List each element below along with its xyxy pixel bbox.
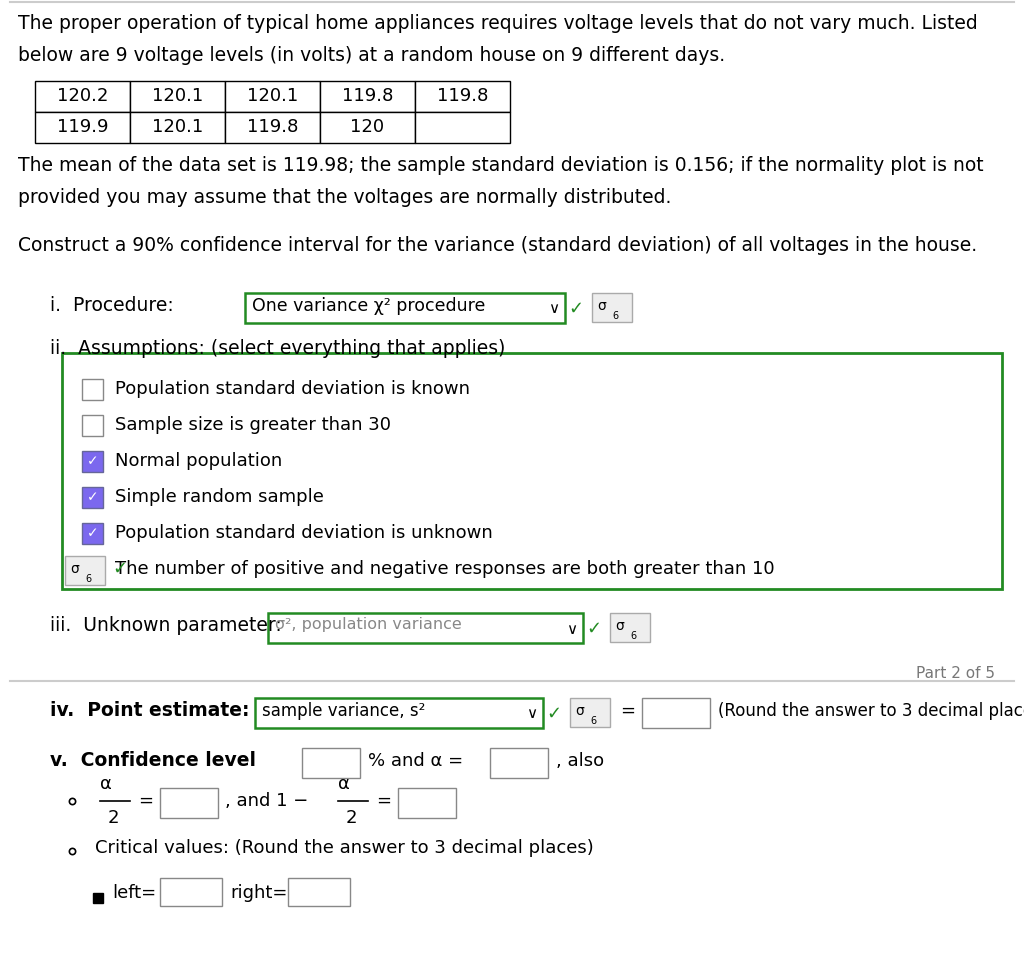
Bar	[225, 81, 319, 112]
Text: 2: 2	[108, 809, 120, 827]
Text: (Round the answer to 3 decimal places): (Round the answer to 3 decimal places)	[718, 702, 1024, 720]
Text: One variance χ² procedure: One variance χ² procedure	[252, 297, 485, 315]
Text: α: α	[338, 775, 350, 793]
Text: The mean of the data set is 119.98; the sample standard deviation is 0.156; if t: The mean of the data set is 119.98; the …	[18, 156, 984, 175]
Text: Population standard deviation is unknown: Population standard deviation is unknown	[115, 524, 493, 542]
Text: 120.1: 120.1	[247, 87, 298, 106]
Text: 6: 6	[612, 311, 618, 321]
Text: right=: right=	[230, 884, 288, 902]
Bar	[82, 415, 103, 436]
Text: The number of positive and negative responses are both greater than 10: The number of positive and negative resp…	[115, 560, 774, 578]
Bar	[415, 81, 510, 112]
Text: =: =	[376, 792, 391, 810]
Text: =: =	[138, 792, 153, 810]
Text: σ: σ	[615, 619, 624, 633]
Text: ✓: ✓	[87, 455, 98, 469]
Text: 6: 6	[630, 631, 636, 641]
Text: 120.2: 120.2	[56, 87, 109, 106]
Bar	[490, 748, 548, 778]
Text: ✓: ✓	[586, 620, 601, 638]
Bar	[93, 893, 103, 903]
Text: ✓: ✓	[87, 490, 98, 505]
Bar	[319, 81, 415, 112]
Text: sample variance, s²: sample variance, s²	[262, 702, 425, 720]
Text: The proper operation of typical home appliances requires voltage levels that do : The proper operation of typical home app…	[18, 14, 978, 33]
Text: =: =	[620, 702, 635, 720]
Text: Construct a 90% confidence interval for the variance (standard deviation) of all: Construct a 90% confidence interval for …	[18, 236, 977, 255]
Bar	[319, 112, 415, 143]
Text: provided you may assume that the voltages are normally distributed.: provided you may assume that the voltage…	[18, 188, 672, 207]
Text: ✓: ✓	[546, 705, 561, 723]
Bar	[398, 788, 456, 818]
Bar	[130, 112, 225, 143]
Bar	[130, 81, 225, 112]
Text: % and α =: % and α =	[368, 752, 463, 770]
Bar	[82, 487, 103, 508]
Text: 2: 2	[346, 809, 357, 827]
Text: iii.  Unknown parameter:: iii. Unknown parameter:	[50, 616, 282, 635]
Bar	[35, 112, 130, 143]
Text: Part 2 of 5: Part 2 of 5	[916, 666, 995, 681]
Text: left=: left=	[112, 884, 156, 902]
Bar	[288, 878, 350, 906]
Bar	[225, 112, 319, 143]
Text: ✓: ✓	[112, 560, 127, 578]
Text: σ: σ	[70, 562, 79, 576]
Text: , and 1 −: , and 1 −	[225, 792, 308, 810]
Bar	[642, 698, 710, 728]
Text: σ², population variance: σ², population variance	[275, 617, 462, 632]
Text: Sample size is greater than 30: Sample size is greater than 30	[115, 416, 391, 434]
Text: ∨: ∨	[566, 622, 578, 636]
Text: ∨: ∨	[548, 302, 559, 316]
Text: 6: 6	[590, 716, 596, 726]
Bar	[35, 81, 130, 112]
Text: 119.8: 119.8	[437, 87, 488, 106]
Text: Critical values: (Round the answer to 3 decimal places): Critical values: (Round the answer to 3 …	[95, 839, 594, 857]
Bar	[160, 788, 218, 818]
Bar	[82, 379, 103, 400]
Text: σ: σ	[575, 704, 584, 718]
Text: ii.  Assumptions: (select everything that applies): ii. Assumptions: (select everything that…	[50, 339, 506, 358]
Text: ∨: ∨	[526, 706, 538, 722]
Text: α: α	[100, 775, 112, 793]
Text: ✓: ✓	[87, 527, 98, 540]
Text: 119.9: 119.9	[56, 118, 109, 136]
Bar	[610, 613, 650, 642]
Bar	[82, 451, 103, 472]
Bar	[82, 559, 103, 580]
Text: Population standard deviation is known: Population standard deviation is known	[115, 380, 470, 398]
Text: 120.1: 120.1	[152, 118, 203, 136]
Bar	[62, 353, 1002, 589]
Bar	[255, 698, 543, 728]
Bar	[592, 293, 632, 322]
Bar	[415, 112, 510, 143]
Text: v.  Confidence level: v. Confidence level	[50, 751, 256, 770]
Bar	[570, 698, 610, 727]
Text: 6: 6	[85, 574, 91, 584]
Bar	[245, 293, 565, 323]
Bar	[160, 878, 222, 906]
Text: Simple random sample: Simple random sample	[115, 488, 324, 506]
Bar	[302, 748, 360, 778]
Text: 119.8: 119.8	[247, 118, 298, 136]
Text: below are 9 voltage levels (in volts) at a random house on 9 different days.: below are 9 voltage levels (in volts) at…	[18, 46, 725, 65]
Text: 120: 120	[350, 118, 385, 136]
Text: 119.8: 119.8	[342, 87, 393, 106]
Bar	[268, 613, 583, 643]
Text: i.  Procedure:: i. Procedure:	[50, 296, 174, 315]
Text: 120.1: 120.1	[152, 87, 203, 106]
Text: σ: σ	[597, 299, 606, 313]
Text: Normal population: Normal population	[115, 452, 283, 470]
Bar	[65, 556, 105, 585]
Bar	[82, 523, 103, 544]
Text: ✓: ✓	[568, 300, 583, 318]
Text: iv.  Point estimate:: iv. Point estimate:	[50, 701, 250, 720]
Text: , also: , also	[556, 752, 604, 770]
